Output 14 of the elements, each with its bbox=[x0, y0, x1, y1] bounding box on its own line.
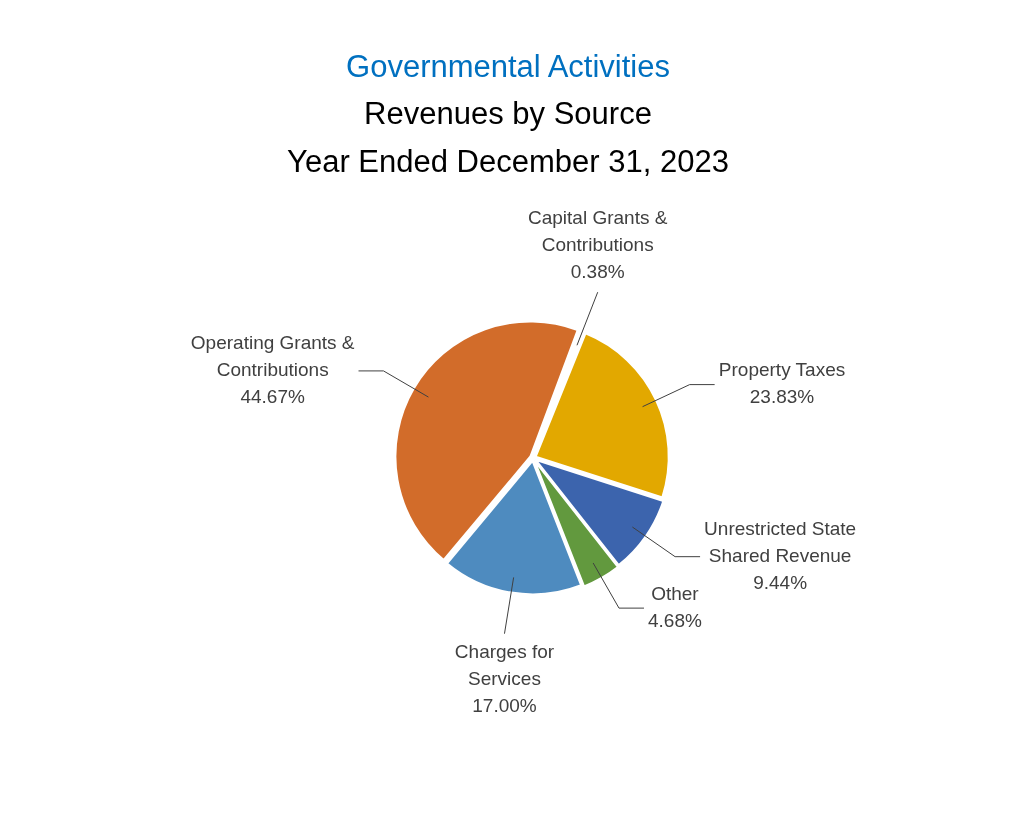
slice-label: Charges for Services bbox=[454, 641, 555, 690]
data-label: 9.44% bbox=[753, 571, 808, 593]
slice-label: Unrestricted State Shared Revenue bbox=[704, 517, 857, 566]
data-label: 23.83% bbox=[749, 386, 815, 408]
chart-title: Governmental Activities bbox=[346, 48, 670, 84]
slice-label: Operating Grants & Contributions bbox=[190, 332, 355, 381]
data-label: 0.38% bbox=[570, 260, 625, 282]
data-label: 17.00% bbox=[472, 695, 537, 717]
slice-label: Property Taxes bbox=[718, 359, 846, 381]
slice-label: Other bbox=[651, 582, 700, 604]
slice-label: Capital Grants & Contributions bbox=[528, 206, 668, 255]
data-label: 44.67% bbox=[240, 386, 305, 408]
chart-subtitle: Revenues by Source Year Ended December 31, 2023 bbox=[287, 95, 729, 179]
data-label: 4.68% bbox=[647, 609, 702, 631]
